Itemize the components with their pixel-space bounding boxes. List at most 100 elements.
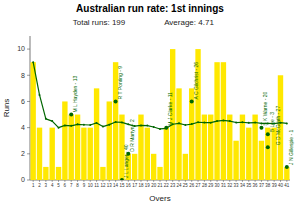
x-tick bbox=[236, 180, 237, 182]
bar bbox=[81, 128, 86, 180]
line-marker bbox=[241, 121, 243, 123]
x-tick-label: 20 bbox=[151, 183, 157, 188]
line-marker bbox=[235, 122, 237, 124]
line-marker bbox=[216, 120, 218, 122]
x-tick bbox=[261, 180, 262, 182]
annotation: R T Ponting - 9 bbox=[117, 66, 123, 100]
x-tick-label: 37 bbox=[259, 183, 265, 188]
line-marker bbox=[159, 128, 161, 130]
y-tick-label: 6 bbox=[21, 98, 25, 105]
line-marker bbox=[210, 122, 212, 124]
x-tick-label: 38 bbox=[265, 183, 271, 188]
annotation: M J Clarke - 11 bbox=[167, 92, 173, 126]
x-axis-label: Overs bbox=[149, 194, 170, 203]
bar bbox=[69, 115, 74, 180]
x-tick bbox=[134, 180, 135, 182]
line-marker bbox=[286, 122, 288, 124]
x-tick-label: 13 bbox=[107, 183, 113, 188]
y-tick bbox=[27, 180, 30, 181]
bar bbox=[164, 128, 169, 180]
annotation: J N Gillespie - 1 bbox=[288, 129, 294, 165]
x-tick bbox=[64, 180, 65, 182]
line-marker bbox=[254, 122, 256, 124]
bar bbox=[202, 115, 207, 180]
x-tick-label: 33 bbox=[234, 183, 240, 188]
x-tick-label: 22 bbox=[164, 183, 170, 188]
bar bbox=[138, 115, 143, 180]
x-tick-label: 39 bbox=[272, 183, 278, 188]
bar bbox=[189, 88, 194, 180]
plot-area bbox=[30, 49, 289, 180]
x-tick-label: 3 bbox=[45, 183, 48, 188]
x-tick bbox=[128, 180, 129, 182]
annotation: J L Langer - 40 bbox=[123, 144, 129, 178]
x-tick-label: 34 bbox=[240, 183, 246, 188]
x-tick-label: 6 bbox=[64, 183, 67, 188]
x-tick bbox=[204, 180, 205, 182]
x-tick bbox=[166, 180, 167, 182]
x-tick bbox=[52, 180, 53, 182]
x-tick-label: 28 bbox=[202, 183, 208, 188]
x-tick-label: 31 bbox=[221, 183, 227, 188]
x-tick bbox=[153, 180, 154, 182]
annotation: A C Gilchrist - 26 bbox=[193, 62, 199, 100]
x-tick-label: 1 bbox=[32, 183, 35, 188]
x-tick-label: 29 bbox=[208, 183, 214, 188]
x-tick-label: 25 bbox=[183, 183, 189, 188]
x-tick bbox=[280, 180, 281, 182]
x-tick-label: 12 bbox=[100, 183, 106, 188]
x-tick bbox=[217, 180, 218, 182]
x-tick-label: 18 bbox=[138, 183, 144, 188]
y-tick bbox=[27, 75, 30, 76]
annotation: G D McGrath - 27 bbox=[275, 106, 281, 146]
line-marker bbox=[146, 125, 148, 127]
line-marker bbox=[153, 126, 155, 128]
bar bbox=[132, 154, 137, 180]
line-marker bbox=[83, 124, 85, 126]
x-tick-label: 40 bbox=[278, 183, 284, 188]
x-tick bbox=[71, 180, 72, 182]
x-tick bbox=[229, 180, 230, 182]
subtitle: Total runs: 199 bbox=[73, 18, 126, 27]
line-marker bbox=[121, 121, 123, 123]
y-tick-label: 10 bbox=[17, 45, 25, 52]
bar bbox=[240, 115, 245, 180]
y-tick bbox=[27, 153, 30, 154]
bar bbox=[157, 167, 162, 180]
bar bbox=[100, 167, 105, 180]
annotation: B Lee - 3 bbox=[269, 112, 275, 133]
x-tick-label: 7 bbox=[70, 183, 73, 188]
x-tick-label: 9 bbox=[83, 183, 86, 188]
x-tick-label: 11 bbox=[94, 183, 99, 188]
x-tick-label: 27 bbox=[196, 183, 202, 188]
bar bbox=[56, 167, 61, 180]
x-tick bbox=[121, 180, 122, 182]
bar bbox=[183, 154, 188, 180]
y-tick-label: 4 bbox=[21, 124, 25, 131]
bar bbox=[259, 141, 264, 180]
x-tick bbox=[223, 180, 224, 182]
x-tick bbox=[83, 180, 84, 182]
line-marker bbox=[229, 120, 231, 122]
line-marker bbox=[32, 61, 34, 63]
x-tick bbox=[248, 180, 249, 182]
line-marker bbox=[70, 125, 72, 127]
bar bbox=[151, 154, 156, 180]
line-marker bbox=[178, 122, 180, 124]
x-tick bbox=[191, 180, 192, 182]
x-tick-label: 30 bbox=[215, 183, 221, 188]
line-marker bbox=[45, 118, 47, 120]
x-tick-label: 35 bbox=[246, 183, 252, 188]
line-marker bbox=[77, 123, 79, 125]
bar bbox=[43, 167, 48, 180]
x-tick-label: 4 bbox=[51, 183, 54, 188]
bar bbox=[252, 115, 257, 180]
y-tick bbox=[27, 127, 30, 128]
x-tick bbox=[39, 180, 40, 182]
x-tick bbox=[33, 180, 34, 182]
x-tick-label: 15 bbox=[119, 183, 125, 188]
bar bbox=[265, 128, 270, 180]
x-tick-label: 21 bbox=[157, 183, 163, 188]
y-tick-label: 2 bbox=[21, 150, 25, 157]
x-tick bbox=[185, 180, 186, 182]
